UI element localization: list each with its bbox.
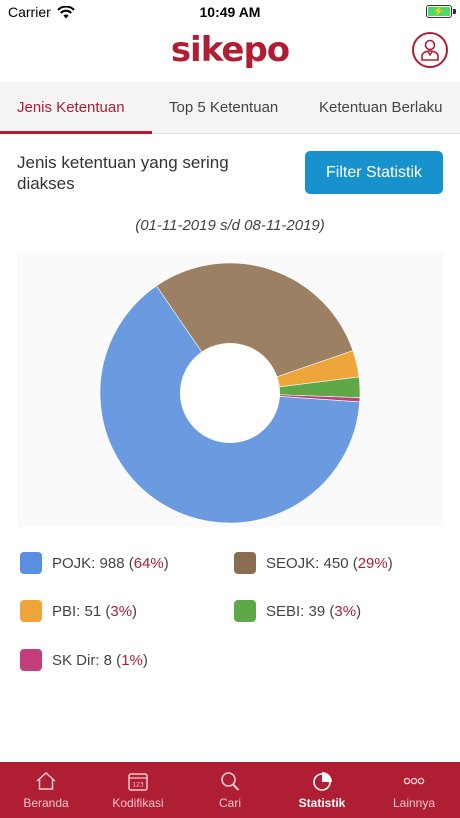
legend-item-seojk: SEOJK: 450 (29%) — [234, 552, 393, 574]
pie-slice-seojk[interactable] — [155, 262, 354, 394]
section-description: Jenis ketentuan yang sering diakses — [17, 153, 229, 193]
svg-text:123: 123 — [132, 782, 144, 789]
status-time: 10:49 AM — [199, 4, 261, 20]
nav-label-statistik: Statistik — [298, 796, 346, 810]
tab-jenis-ketentuan[interactable]: Jenis Ketentuan — [17, 99, 125, 116]
tab-top5-ketentuan[interactable]: Top 5 Ketentuan — [169, 99, 279, 116]
nav-kodifikasi[interactable]: 123 Kodifikasi — [92, 762, 184, 818]
legend-item-skdir: SK Dir: 8 (1%) — [20, 649, 148, 671]
legend-pct-skdir: 1% — [121, 651, 143, 669]
tab-ketentuan-berlaku[interactable]: Ketentuan Berlaku — [319, 99, 443, 116]
legend-label-skdir: SK Dir: 8 ( — [52, 651, 122, 669]
legend-label-sebi: SEBI: 39 ( — [266, 602, 335, 620]
donut-hole — [180, 343, 280, 443]
legend-swatch-pojk — [20, 552, 42, 574]
nav-label-beranda: Beranda — [23, 796, 69, 810]
legend-swatch-skdir — [20, 649, 42, 671]
legend-pct-sebi: 3% — [334, 602, 357, 620]
nav-beranda[interactable]: Beranda — [0, 762, 92, 818]
legend-close-pojk: ) — [163, 554, 169, 572]
legend-close-pbi: ) — [132, 602, 138, 620]
status-left: Carrier — [8, 4, 75, 20]
legend-label-pojk: POJK: 988 ( — [52, 554, 134, 572]
home-icon — [36, 771, 56, 790]
tab-bar: Jenis Ketentuan Top 5 Ketentuan Ketentua… — [0, 82, 460, 134]
nav-label-kodifikasi: Kodifikasi — [112, 796, 164, 810]
wifi-icon — [57, 5, 75, 18]
active-tab-indicator — [0, 131, 152, 134]
nav-lainnya[interactable]: Lainnya — [368, 762, 460, 818]
legend-pct-pojk: 64% — [133, 554, 164, 572]
legend-label-seojk: SEOJK: 450 ( — [266, 554, 358, 572]
legend-label-pbi: PBI: 51 ( — [52, 602, 111, 620]
nav-label-lainnya: Lainnya — [392, 796, 436, 810]
user-icon — [421, 39, 439, 61]
app-header: sikepo — [0, 24, 460, 80]
legend-item-pbi: PBI: 51 (3%) — [20, 600, 137, 622]
bottom-navigation: Beranda 123 Kodifikasi Cari Statistik La… — [0, 762, 460, 818]
legend-swatch-pbi — [20, 600, 42, 622]
profile-button[interactable] — [412, 32, 448, 68]
battery-icon: ⚡ — [426, 5, 452, 18]
legend-swatch-sebi — [234, 600, 256, 622]
pie-chart — [17, 252, 443, 527]
carrier-label: Carrier — [8, 4, 51, 20]
chart-icon — [313, 772, 332, 791]
filter-statistik-button[interactable]: Filter Statistik — [305, 151, 443, 194]
legend-pct-seojk: 29% — [357, 554, 388, 572]
legend-swatch-seojk — [234, 552, 256, 574]
date-range-label: (01-11-2019 s/d 08-11-2019) — [135, 217, 325, 234]
status-bar: Carrier 10:49 AM ⚡ — [0, 0, 460, 24]
nav-label-cari: Cari — [218, 796, 241, 810]
legend-pct-pbi: 3% — [110, 602, 133, 620]
app-logo: sikepo — [170, 30, 290, 70]
legend-close-sebi: ) — [356, 602, 362, 620]
nav-statistik[interactable]: Statistik — [276, 762, 368, 818]
legend-item-sebi: SEBI: 39 (3%) — [234, 600, 361, 622]
search-icon — [221, 772, 240, 791]
legend-item-pojk: POJK: 988 (64%) — [20, 552, 169, 574]
legend-close-skdir: ) — [142, 651, 148, 669]
battery-tip — [453, 9, 456, 14]
pie-chart-svg — [99, 262, 361, 524]
nav-cari[interactable]: Cari — [184, 762, 276, 818]
calendar-icon: 123 — [128, 773, 148, 791]
legend-close-seojk: ) — [387, 554, 393, 572]
more-icon — [403, 777, 425, 785]
